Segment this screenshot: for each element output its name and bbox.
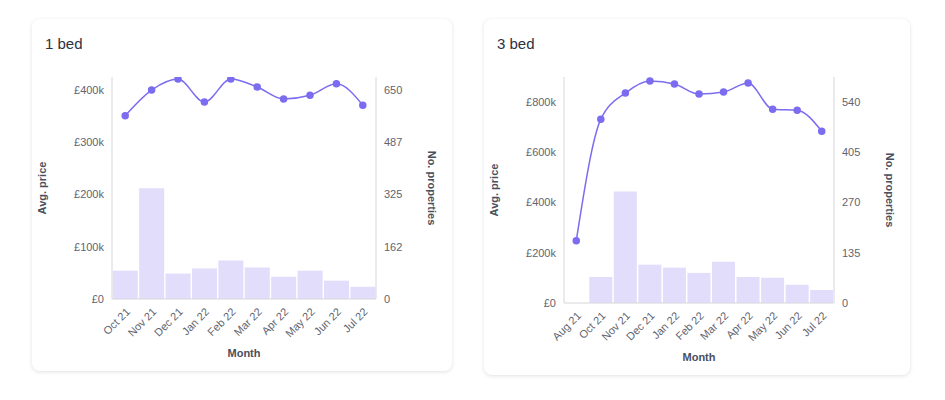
svg-text:0: 0	[842, 297, 848, 309]
svg-text:325: 325	[384, 188, 402, 200]
svg-text:Jan 22: Jan 22	[179, 305, 212, 338]
svg-text:Oct 21: Oct 21	[576, 309, 608, 341]
svg-text:650: 650	[384, 84, 402, 96]
svg-text:Avg. price: Avg. price	[488, 164, 500, 217]
svg-text:Aug 21: Aug 21	[550, 309, 583, 342]
svg-text:£300k: £300k	[74, 136, 104, 148]
svg-text:540: 540	[842, 96, 860, 108]
svg-text:Month: Month	[683, 351, 716, 363]
svg-text:Mar 22: Mar 22	[698, 309, 731, 342]
svg-text:Apr 22: Apr 22	[723, 309, 755, 341]
svg-text:£600k: £600k	[526, 146, 556, 158]
svg-text:No. properties: No. properties	[884, 153, 896, 228]
svg-text:Jun 22: Jun 22	[311, 305, 343, 337]
svg-text:£100k: £100k	[74, 241, 104, 253]
svg-text:No. properties: No. properties	[426, 151, 438, 226]
svg-text:Nov 21: Nov 21	[125, 305, 158, 338]
svg-text:£200k: £200k	[74, 188, 104, 200]
svg-text:162: 162	[384, 241, 402, 253]
svg-text:£0: £0	[544, 297, 556, 309]
html-text:1 bed: 1 bed	[45, 35, 83, 52]
svg-text:Feb 22: Feb 22	[205, 305, 238, 338]
svg-text:405: 405	[842, 146, 860, 158]
svg-text:Feb 22: Feb 22	[673, 309, 706, 343]
svg-text:Nov 21: Nov 21	[599, 309, 633, 343]
svg-text:Jun 22: Jun 22	[772, 309, 804, 341]
svg-text:Month: Month	[228, 347, 261, 359]
svg-text:Avg. price: Avg. price	[36, 162, 48, 215]
svg-text:May 22: May 22	[746, 309, 780, 343]
svg-text:£400k: £400k	[526, 196, 556, 208]
svg-text:Oct 21: Oct 21	[100, 305, 133, 337]
svg-text:135: 135	[842, 247, 860, 259]
svg-text:Jul 22: Jul 22	[799, 309, 828, 338]
svg-text:May 22: May 22	[283, 305, 317, 339]
svg-text:£800k: £800k	[526, 96, 556, 108]
html-text:3 bed: 3 bed	[497, 35, 535, 52]
svg-text:487: 487	[384, 136, 402, 148]
svg-text:0: 0	[384, 293, 390, 305]
svg-text:Jul 22: Jul 22	[340, 305, 369, 334]
svg-text:Dec 21: Dec 21	[624, 309, 657, 342]
svg-text:Apr 22: Apr 22	[259, 305, 291, 337]
svg-text:£0: £0	[92, 293, 104, 305]
svg-text:Dec 21: Dec 21	[152, 305, 185, 338]
svg-text:270: 270	[842, 196, 860, 208]
svg-text:Mar 22: Mar 22	[231, 305, 264, 338]
svg-text:Jan 22: Jan 22	[649, 309, 682, 342]
svg-text:£400k: £400k	[74, 84, 104, 96]
svg-text:£200k: £200k	[526, 247, 556, 259]
